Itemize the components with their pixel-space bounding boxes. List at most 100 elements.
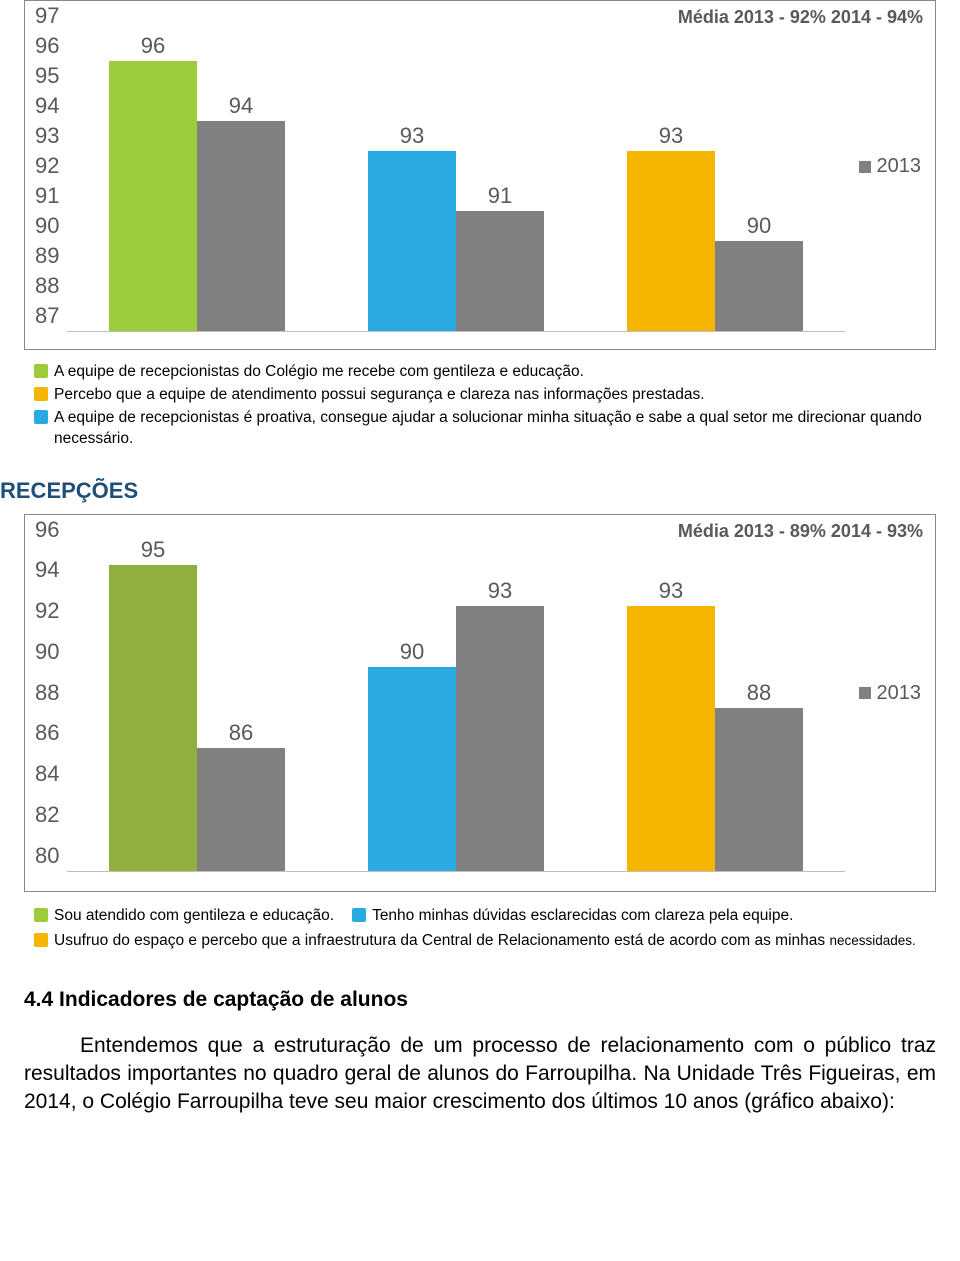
legend-label: 2013	[877, 682, 922, 705]
bar-group: 93 91	[368, 125, 544, 331]
bar-value-label: 93	[488, 580, 512, 602]
y-tick: 93	[35, 125, 59, 147]
bar	[456, 606, 544, 871]
caption-line: Percebo que a equipe de atendimento poss…	[34, 385, 936, 406]
y-tick: 97	[35, 5, 59, 27]
caption-swatch-icon	[34, 410, 48, 424]
chart1-legend: 2013	[845, 155, 936, 178]
bar-value-label: 95	[141, 539, 165, 561]
bar	[197, 748, 285, 870]
bar-column: 86	[197, 722, 285, 870]
caption-swatch-icon	[34, 364, 48, 378]
bar	[715, 241, 803, 331]
bar-column: 93	[456, 580, 544, 871]
body-paragraph-text: Entendemos que a estruturação de um proc…	[24, 1034, 936, 1114]
bar	[368, 667, 456, 871]
bar-column: 95	[109, 539, 197, 871]
bar-value-label: 86	[229, 722, 253, 744]
chart2-legend: 2013	[845, 682, 936, 705]
caption-swatch-icon	[34, 387, 48, 401]
chart2-plot: 95 86 90 93 93 88	[67, 515, 844, 872]
bar-value-label: 88	[747, 682, 771, 704]
chart1-plot: 96 94 93 91 93 90	[67, 1, 844, 332]
legend-item: 2013	[859, 155, 922, 178]
bar-column: 90	[368, 641, 456, 871]
bar	[109, 61, 197, 331]
y-tick: 91	[35, 185, 59, 207]
y-tick: 82	[35, 804, 59, 826]
bar-value-label: 93	[659, 580, 683, 602]
bar	[627, 606, 715, 871]
caption-text: Percebo que a equipe de atendimento poss…	[54, 385, 936, 406]
y-tick: 90	[35, 215, 59, 237]
chart1-frame: Média 2013 - 92% 2014 - 94% 979695949392…	[24, 0, 936, 350]
y-tick: 94	[35, 559, 59, 581]
caption-text: A equipe de recepcionistas do Colégio me…	[54, 362, 936, 383]
y-tick: 95	[35, 65, 59, 87]
caption-line: Usufruo do espaço e percebo que a infrae…	[34, 931, 936, 952]
bar-column: 94	[197, 95, 285, 331]
caption-text: Sou atendido com gentileza e educação.	[54, 906, 334, 927]
caption-swatch-icon	[34, 908, 48, 922]
chart2-captions: Sou atendido com gentileza e educação. Te…	[34, 904, 936, 952]
y-tick: 94	[35, 95, 59, 117]
chart2-frame: Média 2013 - 89% 2014 - 93% 969492908886…	[24, 514, 936, 892]
chart1-captions: A equipe de recepcionistas do Colégio me…	[34, 362, 936, 450]
caption-swatch-icon	[352, 908, 366, 922]
bar-group: 95 86	[109, 539, 285, 871]
bar-column: 93	[627, 580, 715, 871]
caption-text: A equipe de recepcionistas é proativa, c…	[54, 408, 936, 450]
caption-line: A equipe de recepcionistas do Colégio me…	[34, 362, 936, 383]
sub-heading: 4.4 Indicadores de captação de alunos	[24, 988, 936, 1012]
bar-group: 96 94	[109, 35, 285, 331]
legend-swatch-icon	[859, 161, 871, 173]
y-tick: 80	[35, 845, 59, 867]
bar	[109, 565, 197, 871]
y-tick: 87	[35, 305, 59, 327]
y-tick: 90	[35, 641, 59, 663]
y-tick: 88	[35, 275, 59, 297]
caption-text: Usufruo do espaço e percebo que a infrae…	[54, 931, 936, 952]
bar-column: 93	[368, 125, 456, 331]
bar	[368, 151, 456, 331]
y-tick: 86	[35, 722, 59, 744]
y-tick: 96	[35, 35, 59, 57]
bar-group: 93 88	[627, 580, 803, 871]
body-paragraph: Entendemos que a estruturação de um proc…	[24, 1032, 936, 1117]
bar-value-label: 96	[141, 35, 165, 57]
bar	[715, 708, 803, 871]
caption-line: A equipe de recepcionistas é proativa, c…	[34, 408, 936, 450]
caption-line: Sou atendido com gentileza e educação.	[34, 906, 334, 927]
bar-value-label: 94	[229, 95, 253, 117]
bar	[197, 121, 285, 331]
bar-group: 93 90	[627, 125, 803, 331]
chart2-y-axis: 96 94 92 90 88 86 84 82 80	[25, 515, 67, 871]
caption-line: Tenho minhas dúvidas esclarecidas com cl…	[352, 906, 793, 927]
legend-swatch-icon	[859, 687, 871, 699]
bar-column: 93	[627, 125, 715, 331]
caption-swatch-icon	[34, 933, 48, 947]
bar	[456, 211, 544, 331]
bar-value-label: 90	[400, 641, 424, 663]
bar-value-label: 90	[747, 215, 771, 237]
bar-value-label: 91	[488, 185, 512, 207]
bar-column: 90	[715, 215, 803, 331]
bar-group: 90 93	[368, 580, 544, 871]
bar-column: 88	[715, 682, 803, 871]
caption-text: Tenho minhas dúvidas esclarecidas com cl…	[372, 906, 793, 927]
y-tick: 92	[35, 155, 59, 177]
y-tick: 88	[35, 682, 59, 704]
chart1-y-axis: 97 96 95 94 93 92 91 90 89 88 87	[25, 1, 67, 331]
bar-column: 91	[456, 185, 544, 331]
bar-value-label: 93	[659, 125, 683, 147]
bar	[627, 151, 715, 331]
y-tick: 92	[35, 600, 59, 622]
y-tick: 84	[35, 763, 59, 785]
caption-row: Sou atendido com gentileza e educação. Te…	[34, 904, 936, 929]
bar-value-label: 93	[400, 125, 424, 147]
legend-item: 2013	[859, 682, 922, 705]
bar-column: 96	[109, 35, 197, 331]
y-tick: 96	[35, 519, 59, 541]
section-heading-recepcoes: RECEPÇÕES	[0, 478, 960, 504]
y-tick: 89	[35, 245, 59, 267]
